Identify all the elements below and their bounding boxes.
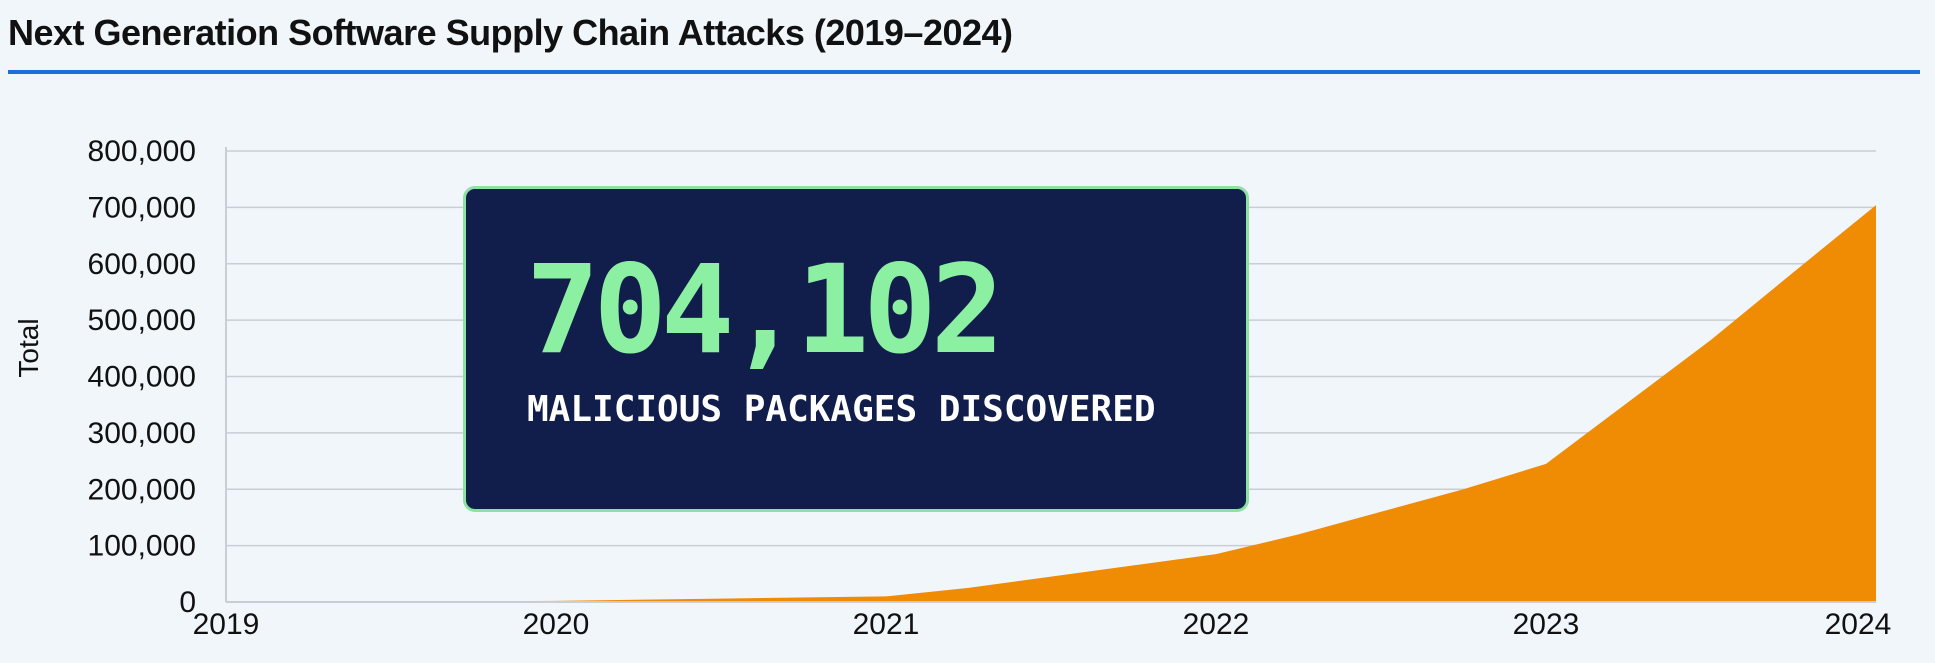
y-tick-label: 400,000 <box>88 361 196 394</box>
y-tick-label: 100,000 <box>88 530 196 563</box>
x-tick-label: 2020 <box>523 608 590 641</box>
page-title: Next Generation Software Supply Chain At… <box>8 12 1013 53</box>
y-tick-label: 700,000 <box>88 191 196 224</box>
x-tick-label: 2021 <box>853 608 920 641</box>
y-axis-label: Total <box>13 318 44 377</box>
area-series <box>226 205 1876 602</box>
y-tick-label: 600,000 <box>88 248 196 281</box>
malicious-packages-count: 704,102 <box>526 239 1004 381</box>
x-tick-label: 2019 <box>193 608 260 641</box>
y-tick-label: 800,000 <box>88 135 196 168</box>
y-tick-label: 200,000 <box>88 473 196 506</box>
x-tick-label: 2022 <box>1183 608 1250 641</box>
malicious-packages-caption: MALICIOUS PACKAGES DISCOVERED <box>527 389 1156 430</box>
total-callout-card: 704,102 MALICIOUS PACKAGES DISCOVERED <box>463 186 1249 512</box>
y-tick-label: 500,000 <box>88 304 196 337</box>
x-tick-label: 2023 <box>1513 608 1580 641</box>
x-tick-label: 2024 <box>1825 608 1892 641</box>
y-tick-label: 0 <box>179 586 196 619</box>
y-tick-label: 300,000 <box>88 417 196 450</box>
title-divider <box>8 70 1920 74</box>
malicious-packages-area <box>226 205 1876 602</box>
axes: 0 100,000 200,000 300,000 400,000 500,000 600,… <box>88 135 1892 641</box>
